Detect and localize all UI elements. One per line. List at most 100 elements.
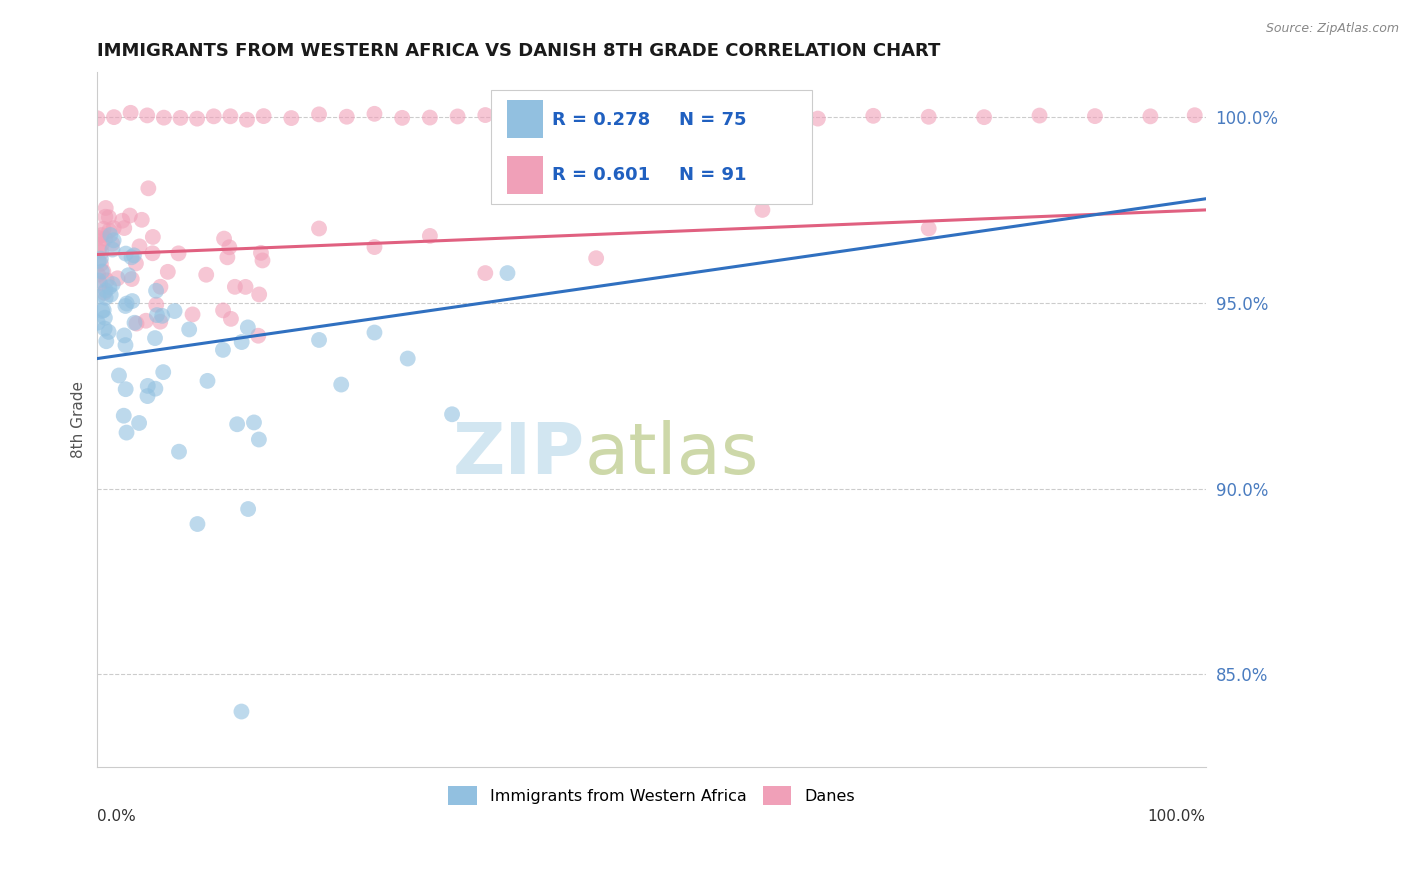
Point: [179, 322, 201, 336]
Text: atlas: atlas: [585, 420, 759, 489]
Point: [696, 107, 718, 121]
Point: [419, 111, 441, 125]
Point: [100, 287, 122, 301]
Point: [252, 253, 274, 268]
Point: [90, 264, 112, 278]
Point: [419, 228, 441, 243]
Point: [502, 109, 524, 123]
Point: [93, 285, 115, 300]
Point: [118, 209, 141, 223]
Point: [120, 105, 142, 120]
Point: [308, 333, 330, 347]
Point: [114, 338, 136, 352]
Point: [93, 222, 115, 236]
Point: [163, 304, 186, 318]
Point: [93, 303, 115, 318]
Point: [557, 110, 579, 124]
Point: [236, 320, 259, 334]
Point: [149, 279, 172, 293]
Point: [125, 317, 148, 331]
Text: N = 91: N = 91: [679, 166, 747, 185]
Point: [90, 245, 112, 260]
Point: [308, 221, 330, 235]
Point: [751, 111, 773, 125]
Point: [496, 266, 519, 280]
Point: [336, 110, 359, 124]
Point: [146, 308, 169, 322]
Point: [243, 416, 266, 430]
Point: [231, 334, 253, 349]
Point: [235, 280, 257, 294]
Point: [90, 227, 112, 242]
Point: [90, 237, 112, 252]
Point: [131, 212, 153, 227]
Point: [103, 110, 125, 124]
Point: [108, 368, 131, 383]
Point: [862, 109, 884, 123]
Text: 0.0%: 0.0%: [97, 809, 136, 824]
Point: [87, 230, 110, 244]
Point: [1184, 108, 1206, 122]
Point: [152, 365, 174, 379]
Bar: [508, 100, 543, 138]
Point: [195, 268, 218, 282]
Point: [212, 343, 235, 357]
Point: [128, 239, 150, 253]
Point: [156, 265, 179, 279]
Point: [250, 245, 273, 260]
Point: [114, 246, 136, 260]
Point: [1028, 109, 1050, 123]
Point: [212, 303, 235, 318]
Point: [107, 271, 129, 285]
Point: [121, 272, 143, 286]
Point: [391, 111, 413, 125]
Point: [136, 108, 159, 122]
Point: [98, 280, 121, 294]
Point: [224, 280, 246, 294]
Point: [122, 248, 145, 262]
Point: [219, 311, 242, 326]
Point: [91, 304, 114, 318]
Point: [112, 409, 135, 423]
Point: [141, 246, 163, 260]
Point: [308, 107, 330, 121]
Point: [474, 108, 496, 122]
Point: [90, 257, 112, 271]
Point: [918, 221, 941, 235]
Text: Source: ZipAtlas.com: Source: ZipAtlas.com: [1265, 22, 1399, 36]
Legend: Immigrants from Western Africa, Danes: Immigrants from Western Africa, Danes: [441, 779, 860, 812]
Point: [94, 231, 117, 245]
Point: [111, 213, 134, 227]
Point: [96, 334, 118, 349]
Point: [585, 251, 607, 265]
Point: [212, 231, 235, 245]
Point: [169, 111, 191, 125]
Point: [219, 109, 242, 123]
Point: [167, 444, 190, 458]
Point: [186, 112, 208, 126]
Point: [112, 221, 135, 235]
Point: [167, 246, 190, 260]
Point: [918, 110, 941, 124]
Point: [121, 294, 143, 309]
Point: [1139, 109, 1161, 123]
Point: [94, 210, 117, 224]
Point: [94, 284, 117, 298]
Point: [226, 417, 249, 432]
Point: [112, 328, 135, 343]
Point: [87, 289, 110, 303]
Point: [87, 268, 110, 282]
Point: [145, 382, 167, 396]
Point: [217, 250, 239, 264]
Point: [114, 382, 136, 396]
Point: [86, 112, 108, 126]
Text: N = 75: N = 75: [679, 111, 747, 128]
Point: [231, 705, 253, 719]
Bar: [508, 156, 543, 194]
Point: [236, 112, 259, 127]
Point: [96, 273, 118, 287]
Point: [135, 314, 157, 328]
Text: R = 0.278: R = 0.278: [551, 111, 650, 128]
Point: [125, 256, 148, 270]
Point: [94, 201, 117, 215]
